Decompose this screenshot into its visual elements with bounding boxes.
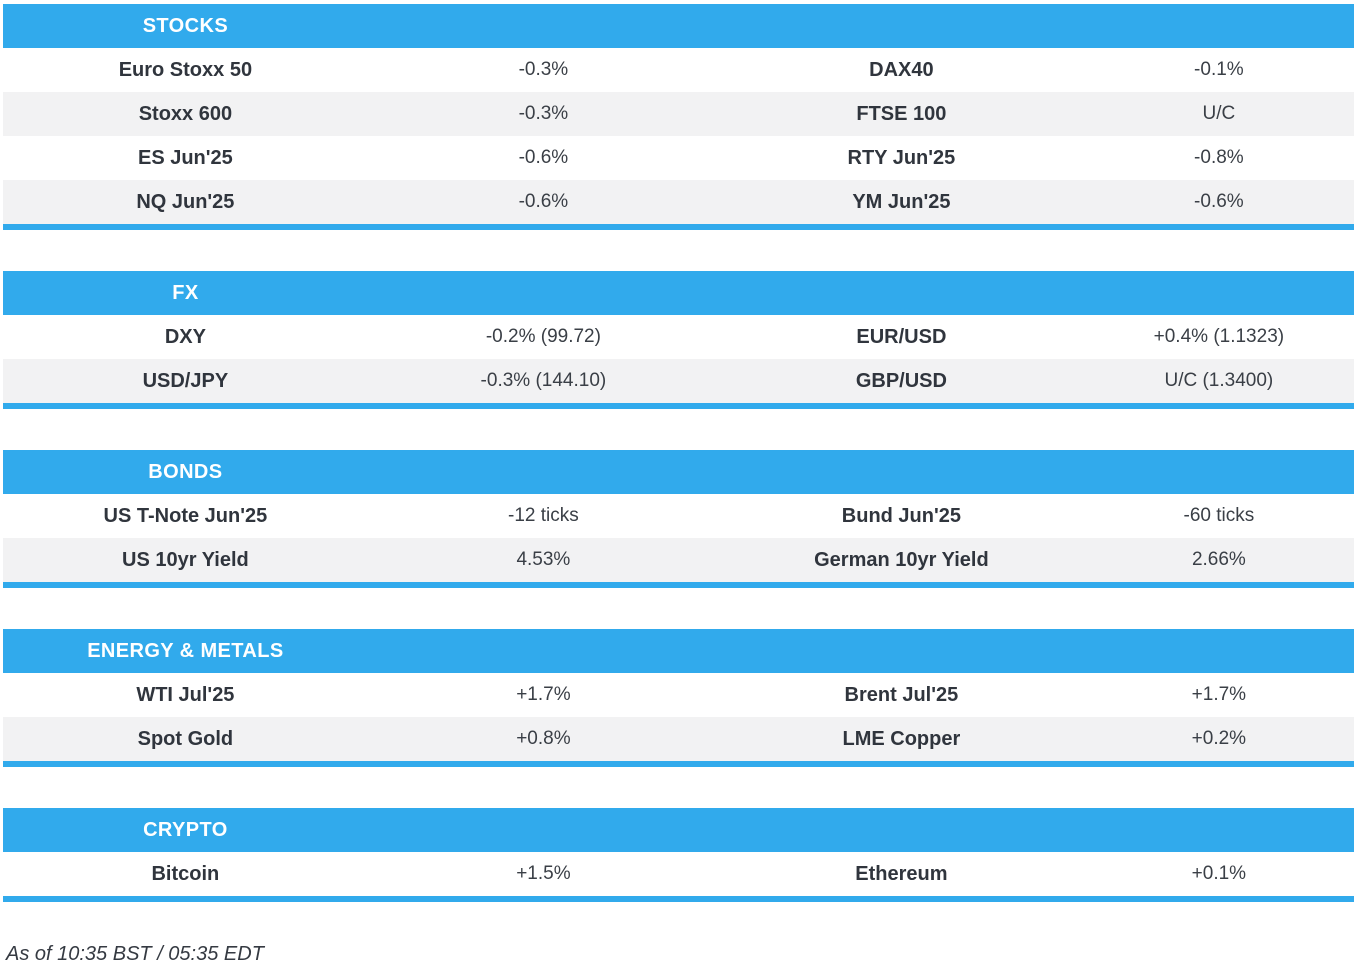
instrument-label: Brent Jul'25 <box>844 683 959 706</box>
section-header: FX <box>3 271 1354 315</box>
instrument-label: FTSE 100 <box>856 102 947 125</box>
instrument-label: YM Jun'25 <box>852 190 951 213</box>
instrument-label: DXY <box>164 325 206 348</box>
section-rows: US T-Note Jun'25 -12 ticks Bund Jun'25 -60 … <box>3 494 1354 582</box>
instrument-label: DAX40 <box>869 58 934 81</box>
instrument-label: RTY Jun'25 <box>847 146 956 169</box>
section-rows: WTI Jul'25 +1.7% Brent Jul'25 +1.7% Spot Gol… <box>3 673 1354 761</box>
section-header: ENERGY & METALS <box>3 629 1354 673</box>
instrument-value: -0.6% <box>1194 191 1244 212</box>
section-header: BONDS <box>3 450 1354 494</box>
instrument-value: -0.6% <box>518 147 569 168</box>
section-rows: DXY -0.2% (99.72) EUR/USD +0.4% (1.1323) USD… <box>3 315 1354 403</box>
instrument-label: Ethereum <box>855 862 948 885</box>
section-stocks: STOCKS Euro Stoxx 50 -0.3% DAX40 -0.1% Stoxx… <box>3 4 1354 230</box>
section-underline <box>3 224 1354 230</box>
instrument-label: NQ Jun'25 <box>136 190 235 213</box>
instrument-value: +1.7% <box>516 684 571 705</box>
table-row: DXY -0.2% (99.72) EUR/USD +0.4% (1.1323) <box>3 315 1354 359</box>
section-underline <box>3 403 1354 409</box>
instrument-value: U/C (1.3400) <box>1164 370 1274 391</box>
timestamp-note: As of 10:35 BST / 05:35 EDT <box>6 943 264 965</box>
table-row: USD/JPY -0.3% (144.10) GBP/USD U/C (1.3400) <box>3 359 1354 403</box>
instrument-value: -0.2% (99.72) <box>485 326 601 347</box>
instrument-value: -0.3% <box>518 59 569 80</box>
section-bonds: BONDS US T-Note Jun'25 -12 ticks Bund Jun'… <box>3 450 1354 588</box>
instrument-value: +0.8% <box>516 728 571 749</box>
instrument-value: +1.7% <box>1191 684 1247 705</box>
table-row: ES Jun'25 -0.6% RTY Jun'25 -0.8% <box>3 136 1354 180</box>
section-header: STOCKS <box>3 4 1354 48</box>
instrument-value: +0.2% <box>1191 728 1247 749</box>
table-row: Bitcoin +1.5% Ethereum +0.1% <box>3 852 1354 896</box>
instrument-value: -0.8% <box>1194 147 1244 168</box>
instrument-value: U/C <box>1202 103 1236 124</box>
section-fx: FX DXY -0.2% (99.72) EUR/USD +0.4% (1.1323)… <box>3 271 1354 409</box>
section-underline <box>3 896 1354 902</box>
section-title: FX <box>172 281 199 304</box>
instrument-label: USD/JPY <box>142 369 229 392</box>
instrument-value: -12 ticks <box>508 505 579 526</box>
instrument-label: GBP/USD <box>855 369 947 392</box>
instrument-label: US T-Note Jun'25 <box>103 504 268 527</box>
section-crypto: CRYPTO Bitcoin +1.5% Ethereum +0.1% <box>3 808 1354 902</box>
instrument-label: ES Jun'25 <box>137 146 233 169</box>
instrument-value: +0.4% (1.1323) <box>1153 326 1285 347</box>
section-energy-metals: ENERGY & METALS WTI Jul'25 +1.7% Brent Jul… <box>3 629 1354 767</box>
table-row: Stoxx 600 -0.3% FTSE 100 U/C <box>3 92 1354 136</box>
section-title: ENERGY & METALS <box>87 639 284 662</box>
section-header: CRYPTO <box>3 808 1354 852</box>
instrument-label: Spot Gold <box>137 727 234 750</box>
instrument-value: -60 ticks <box>1183 505 1255 526</box>
table-row: US T-Note Jun'25 -12 ticks Bund Jun'25 -60 … <box>3 494 1354 538</box>
section-title: BONDS <box>148 460 223 483</box>
section-title: CRYPTO <box>143 818 228 841</box>
section-underline <box>3 582 1354 588</box>
table-row: Spot Gold +0.8% LME Copper +0.2% <box>3 717 1354 761</box>
table-row: WTI Jul'25 +1.7% Brent Jul'25 +1.7% <box>3 673 1354 717</box>
instrument-value: +0.1% <box>1191 863 1247 884</box>
instrument-value: -0.1% <box>1194 59 1244 80</box>
instrument-label: WTI Jul'25 <box>136 683 235 706</box>
instrument-label: Euro Stoxx 50 <box>118 58 253 81</box>
instrument-label: US 10yr Yield <box>122 548 249 571</box>
instrument-label: Bund Jun'25 <box>841 504 961 527</box>
instrument-value: 2.66% <box>1191 549 1246 570</box>
instrument-value: -0.3% <box>518 103 569 124</box>
table-row: NQ Jun'25 -0.6% YM Jun'25 -0.6% <box>3 180 1354 224</box>
instrument-value: 4.53% <box>516 549 571 570</box>
sections-container: STOCKS Euro Stoxx 50 -0.3% DAX40 -0.1% Stoxx… <box>3 4 1354 902</box>
instrument-value: +1.5% <box>516 863 571 884</box>
instrument-label: Stoxx 600 <box>138 102 233 125</box>
section-underline <box>3 761 1354 767</box>
instrument-label: EUR/USD <box>856 325 947 348</box>
instrument-label: LME Copper <box>842 727 961 750</box>
instrument-value: -0.3% (144.10) <box>480 370 607 391</box>
section-title: STOCKS <box>142 14 229 37</box>
instrument-label: German 10yr Yield <box>814 548 989 571</box>
instrument-label: Bitcoin <box>151 862 220 885</box>
instrument-value: -0.6% <box>518 191 569 212</box>
table-row: Euro Stoxx 50 -0.3% DAX40 -0.1% <box>3 48 1354 92</box>
table-row: US 10yr Yield 4.53% German 10yr Yield 2.66% <box>3 538 1354 582</box>
section-rows: Bitcoin +1.5% Ethereum +0.1% <box>3 852 1354 896</box>
section-rows: Euro Stoxx 50 -0.3% DAX40 -0.1% Stoxx 600 -0.… <box>3 48 1354 224</box>
